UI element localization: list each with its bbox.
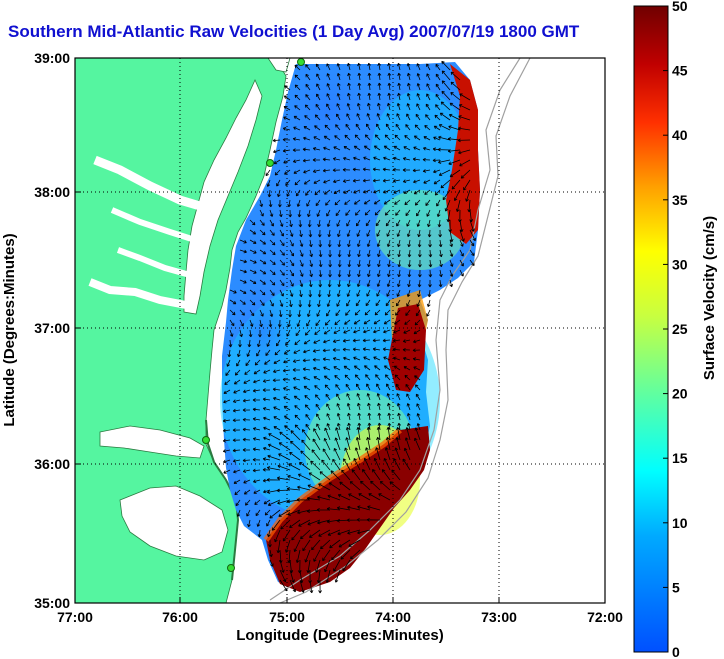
isobath [279, 58, 531, 603]
velocity-field-red-band-mid [388, 304, 426, 392]
colorbar-tick-label: 20 [672, 386, 688, 402]
plot-frame [74, 57, 606, 604]
rappahannock-river [110, 207, 196, 243]
map-title: Southern Mid-Atlantic Raw Velocities (1 … [8, 22, 580, 41]
chesapeake-bay [183, 79, 263, 315]
colorbar-tick-label: 0 [672, 644, 680, 659]
colorbar-tick-label: 10 [672, 515, 688, 531]
lat-tick-label: 36:00 [34, 456, 70, 472]
lon-tick-label: 72:00 [587, 609, 623, 625]
radar-station-marker [297, 58, 305, 66]
colorbar-tick-label: 50 [672, 0, 688, 14]
colorbar-tick-label: 35 [672, 192, 688, 208]
radar-station-marker [266, 159, 274, 167]
lon-tick-label: 75:00 [269, 609, 305, 625]
tick-marks [74, 57, 606, 604]
grid [75, 58, 605, 603]
lat-tick-label: 35:00 [34, 595, 70, 611]
colorbar-tick-label: 25 [672, 321, 688, 337]
x-axis-label: Longitude (Degrees:Minutes) [236, 627, 444, 644]
y-axis-label: Latitude (Degrees:Minutes) [1, 233, 18, 426]
york-river [116, 247, 191, 278]
colorbar-tick-label: 45 [672, 63, 688, 79]
velocity-arrows [222, 60, 476, 594]
albemarle-sound [99, 425, 205, 459]
lat-tick-label: 39:00 [34, 50, 70, 66]
isobath [269, 58, 521, 601]
colorbar-tick-label: 5 [672, 579, 680, 595]
james-river [88, 278, 187, 309]
colorbar-label: Surface Velocity (cm/s) [701, 216, 718, 380]
radar-station-marker [227, 564, 235, 572]
lon-tick-label: 77:00 [57, 609, 93, 625]
pamlico-sound [119, 485, 229, 561]
colorbar-tick-label: 40 [672, 127, 688, 143]
velocity-field-blue-core [232, 285, 292, 375]
lon-tick-label: 74:00 [375, 609, 411, 625]
lon-tick-label: 73:00 [481, 609, 517, 625]
lat-tick-label: 38:00 [34, 184, 70, 200]
potomac-river [93, 155, 202, 211]
lon-tick-label: 76:00 [162, 609, 198, 625]
radar-station-marker [202, 436, 210, 444]
colorbar-ticks [663, 5, 668, 653]
delaware-bay [267, 58, 291, 73]
colorbar-tick-label: 30 [672, 256, 688, 272]
velocity-arrow-vectors [222, 60, 476, 594]
colorbar [633, 5, 669, 653]
lat-tick-label: 37:00 [34, 320, 70, 336]
colorbar-tick-label: 15 [672, 450, 688, 466]
